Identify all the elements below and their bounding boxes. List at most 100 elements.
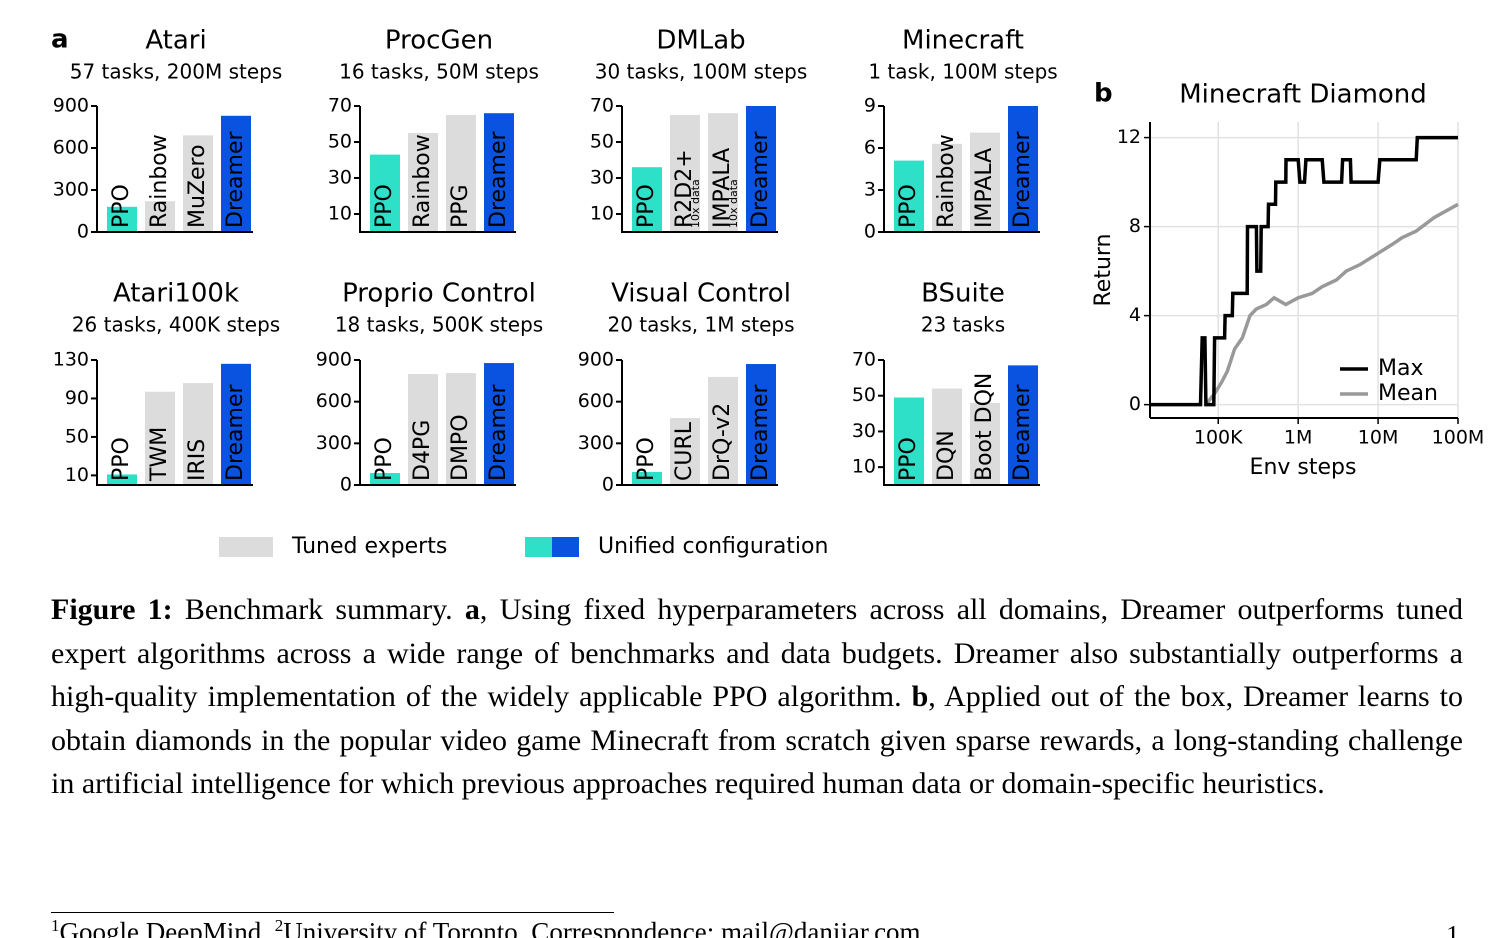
y-tick-label: 130 bbox=[53, 349, 89, 371]
bar-label: Dreamer bbox=[223, 131, 248, 228]
bar bbox=[632, 167, 662, 232]
y-tick-label: 10 bbox=[852, 456, 876, 478]
bar-label: Dreamer bbox=[1010, 384, 1035, 481]
series-line bbox=[1204, 202, 1459, 406]
page-number: 1 bbox=[1446, 920, 1460, 938]
bar bbox=[183, 383, 213, 485]
chart-title: Minecraft Diamond bbox=[1179, 80, 1427, 110]
bar bbox=[970, 402, 1000, 485]
bar-label: Dreamer bbox=[486, 131, 511, 228]
bar bbox=[746, 364, 776, 485]
caption-text: , Applied out of the box, Dreamer learns… bbox=[51, 680, 1463, 800]
y-tick-label: 30 bbox=[590, 167, 614, 189]
caption-text: Benchmark summary. bbox=[172, 593, 465, 626]
bar-label: Boot DQN bbox=[972, 373, 997, 481]
chart-subtitle: 26 tasks, 400K steps bbox=[72, 313, 280, 337]
caption-label: Figure 1: bbox=[51, 593, 173, 626]
y-tick-label: 300 bbox=[316, 432, 352, 454]
y-tick-label: 0 bbox=[602, 474, 614, 496]
bar bbox=[408, 374, 438, 485]
panel-label: b bbox=[1094, 79, 1113, 109]
bar bbox=[708, 376, 738, 485]
y-tick-label: 10 bbox=[590, 203, 614, 225]
bar-label: IRIS bbox=[185, 439, 210, 481]
bar-label: TWM bbox=[147, 427, 172, 482]
bar-label: R2D2+ bbox=[672, 149, 697, 228]
y-tick-label: 70 bbox=[328, 95, 352, 117]
y-tick-label: 9 bbox=[864, 95, 876, 117]
bar-label: Dreamer bbox=[748, 131, 773, 228]
bar bbox=[970, 132, 1000, 232]
bar-label: D4PG bbox=[410, 420, 435, 481]
y-tick-label: 900 bbox=[53, 95, 89, 117]
chart-subtitle: 57 tasks, 200M steps bbox=[70, 60, 283, 84]
bar-label: CURL bbox=[672, 421, 697, 481]
bar bbox=[221, 363, 251, 485]
bar bbox=[446, 115, 476, 232]
footnote-rule bbox=[51, 912, 614, 913]
bar-note: 10x data bbox=[727, 179, 740, 228]
y-tick-label: 8 bbox=[1129, 215, 1141, 237]
y-axis-label: Return bbox=[1091, 233, 1116, 306]
caption-text: , Using fixed hyperparameters across all… bbox=[51, 593, 1463, 713]
chart-subtitle: 20 tasks, 1M steps bbox=[607, 313, 794, 337]
y-tick-label: 0 bbox=[864, 221, 876, 243]
bar bbox=[670, 418, 700, 485]
x-tick-label: 100M bbox=[1432, 427, 1485, 449]
bar bbox=[408, 133, 438, 232]
affiliation: University of Toronto. Correspondence: m… bbox=[283, 917, 921, 938]
bar-label: PPO bbox=[372, 184, 397, 228]
legend-label: Unified configuration bbox=[598, 534, 828, 559]
y-tick-label: 3 bbox=[864, 179, 876, 201]
y-tick-label: 90 bbox=[65, 387, 89, 409]
footnote: 1Google DeepMind. 2University of Toronto… bbox=[51, 916, 921, 938]
bar-label: PPO bbox=[896, 184, 921, 228]
chart-title: Proprio Control bbox=[342, 279, 536, 309]
y-tick-label: 900 bbox=[316, 349, 352, 371]
y-tick-label: 50 bbox=[852, 384, 876, 406]
bar bbox=[221, 115, 251, 232]
x-tick-label: 100K bbox=[1194, 427, 1243, 449]
y-tick-label: 50 bbox=[65, 425, 89, 447]
chart-subtitle: 23 tasks bbox=[921, 313, 1005, 337]
y-tick-label: 50 bbox=[590, 131, 614, 153]
bar-label: Rainbow bbox=[934, 134, 959, 228]
bar-label: PPG bbox=[448, 184, 473, 228]
caption-ref: b bbox=[911, 680, 929, 713]
x-axis-label: Env steps bbox=[1250, 455, 1357, 480]
bar-label: PPO bbox=[634, 437, 659, 481]
legend-swatch bbox=[525, 537, 552, 557]
bar-label: MuZero bbox=[185, 144, 210, 228]
y-tick-label: 600 bbox=[578, 390, 614, 412]
bar-label: IMPALA bbox=[972, 148, 997, 228]
x-tick-label: 1M bbox=[1284, 427, 1312, 449]
x-tick-label: 10M bbox=[1358, 427, 1399, 449]
y-tick-label: 4 bbox=[1129, 304, 1141, 326]
bar-note: 10x data bbox=[689, 179, 702, 228]
y-tick-label: 50 bbox=[328, 131, 352, 153]
bar-label: Rainbow bbox=[147, 134, 172, 228]
y-tick-label: 0 bbox=[340, 474, 352, 496]
bar bbox=[484, 363, 514, 485]
chart-subtitle: 18 tasks, 500K steps bbox=[335, 313, 543, 337]
y-tick-label: 600 bbox=[316, 390, 352, 412]
y-tick-label: 0 bbox=[1129, 393, 1141, 415]
bar bbox=[145, 391, 175, 485]
bar bbox=[932, 143, 962, 232]
legend-label: Mean bbox=[1378, 381, 1438, 406]
bar bbox=[107, 206, 137, 232]
bar-label: Rainbow bbox=[410, 134, 435, 228]
caption: Figure 1: Benchmark summary. a, Using fi… bbox=[51, 588, 1463, 806]
footnote-mark: 1 bbox=[51, 916, 60, 935]
bar-label: PPO bbox=[109, 184, 134, 228]
y-tick-label: 30 bbox=[328, 167, 352, 189]
bar bbox=[708, 113, 738, 232]
panel-label: a bbox=[51, 25, 69, 55]
series-line bbox=[1150, 135, 1458, 407]
bar-label: Dreamer bbox=[486, 384, 511, 481]
bar bbox=[1008, 106, 1038, 232]
chart-title: Atari bbox=[145, 26, 206, 56]
y-tick-label: 6 bbox=[864, 137, 876, 159]
